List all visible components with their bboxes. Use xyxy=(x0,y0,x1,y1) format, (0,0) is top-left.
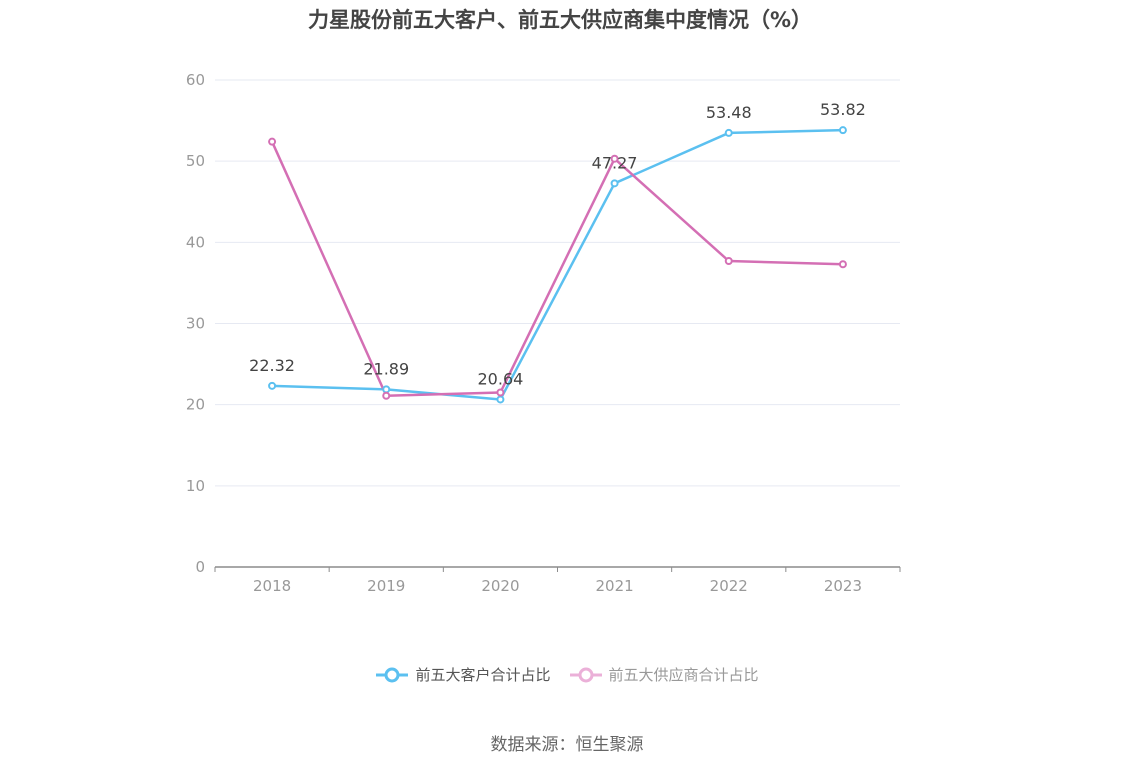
y-tick-label: 30 xyxy=(186,315,205,333)
x-tick-label: 2018 xyxy=(253,577,291,595)
data-point-0-1 xyxy=(382,385,391,394)
legend-marker-suppliers xyxy=(569,667,602,682)
data-point-0-4 xyxy=(724,128,733,137)
x-tick-label: 2019 xyxy=(367,577,405,595)
data-point-1-2 xyxy=(496,388,505,397)
x-tick-label: 2021 xyxy=(595,577,633,595)
data-point-1-4 xyxy=(724,257,733,266)
series-lines xyxy=(268,126,847,404)
x-tick-label: 2022 xyxy=(710,577,748,595)
x-tick-label: 2023 xyxy=(824,577,862,595)
legend-item-customers[interactable]: 前五大客户合计占比 xyxy=(375,664,551,685)
y-tick-label: 0 xyxy=(195,558,205,576)
y-tick-label: 50 xyxy=(186,152,205,170)
data-label-0-4: 53.48 xyxy=(706,103,752,122)
data-point-0-0 xyxy=(268,381,277,390)
data-label-0-3: 47.27 xyxy=(592,153,638,172)
y-tick-label: 60 xyxy=(186,71,205,89)
data-point-1-1 xyxy=(382,391,391,400)
series-line-0 xyxy=(272,128,843,401)
data-point-1-5 xyxy=(838,260,847,269)
data-point-1-3 xyxy=(610,154,619,163)
axes: 0 10 20 30 40 50 60 2018 2019 2020 2021 2022 2023 xyxy=(186,71,901,595)
data-point-0-5 xyxy=(838,126,847,135)
source-note: 数据来源：恒生聚源 xyxy=(490,735,644,755)
data-label-0-5: 53.82 xyxy=(820,100,866,119)
chart-title: 力星股份前五大客户、前五大供应商集中度情况（%） xyxy=(307,8,813,32)
series-line-1 xyxy=(270,141,843,397)
data-point-1-0 xyxy=(268,137,277,146)
y-tick-label: 10 xyxy=(186,477,205,495)
data-label-0-0: 22.32 xyxy=(249,356,295,375)
data-point-0-2 xyxy=(496,395,505,404)
legend-label-customers: 前五大客户合计占比 xyxy=(415,666,551,684)
data-labels: 22.32 21.89 20.64 47.27 53.48 53.82 xyxy=(249,100,866,388)
legend: 前五大客户合计占比 前五大供应商合计占比 xyxy=(0,664,1134,685)
x-tick-label: 2020 xyxy=(481,577,519,595)
legend-marker-customers xyxy=(376,667,409,682)
data-label-0-2: 20.64 xyxy=(478,369,524,388)
data-point-0-3 xyxy=(610,179,619,188)
y-tick-label: 40 xyxy=(186,233,205,251)
y-tick-label: 20 xyxy=(186,396,205,414)
legend-item-suppliers[interactable]: 前五大供应商合计占比 xyxy=(569,664,759,685)
legend-label-suppliers: 前五大供应商合计占比 xyxy=(608,666,759,684)
data-label-0-1: 21.89 xyxy=(363,359,409,378)
grid-lines xyxy=(215,79,900,487)
